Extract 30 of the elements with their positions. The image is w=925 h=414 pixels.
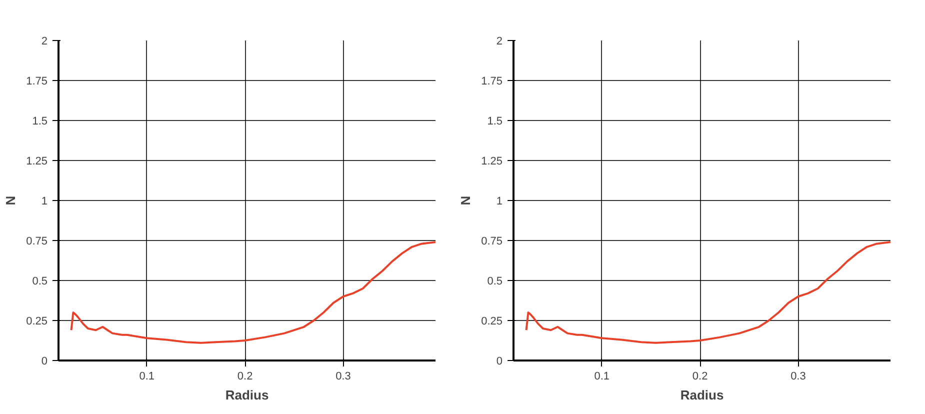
- x-tick-label: 0.1: [139, 370, 155, 382]
- y-axis-title: N: [458, 196, 474, 206]
- x-tick-label: 0.2: [237, 370, 253, 382]
- y-tick-label: 0.75: [481, 236, 503, 248]
- y-tick-label: 1.5: [32, 116, 48, 128]
- y-tick-label: 1.25: [26, 156, 48, 168]
- y-tick-label: 0.25: [481, 316, 503, 328]
- y-tick-label: 0.75: [26, 236, 48, 248]
- y-tick-label: 0.25: [26, 316, 48, 328]
- y-tick-label: 0.5: [487, 276, 503, 288]
- x-tick-label: 0.3: [336, 370, 351, 382]
- y-tick-label: 1: [41, 196, 48, 208]
- x-tick-label: 0.3: [790, 370, 806, 382]
- y-tick-label: 0: [496, 356, 503, 368]
- line-series: [70, 241, 436, 344]
- y-tick-label: 1.75: [481, 76, 503, 88]
- line-series: [525, 241, 890, 344]
- y-tick-label: 1: [496, 196, 503, 208]
- y-tick-label: 1.5: [487, 116, 503, 128]
- x-tick-label: 0.2: [692, 370, 708, 382]
- x-axis-title: Radius: [225, 388, 269, 402]
- x-axis-title: Radius: [680, 388, 724, 402]
- y-tick-label: 2: [41, 36, 48, 48]
- y-tick-label: 0: [41, 356, 48, 368]
- y-tick-label: 2: [496, 36, 503, 48]
- x-tick-label: 0.1: [594, 370, 610, 382]
- y-tick-label: 0.5: [32, 276, 48, 288]
- y-tick-label: 1.75: [26, 76, 48, 88]
- y-axis-title: N: [3, 196, 18, 206]
- y-tick-label: 1.25: [481, 156, 503, 168]
